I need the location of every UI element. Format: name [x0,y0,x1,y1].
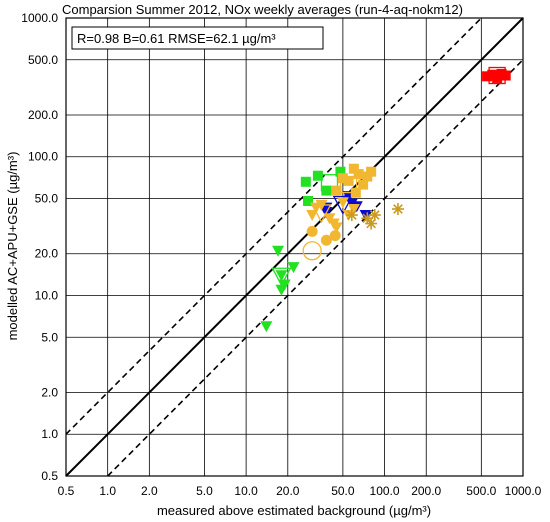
y-tick-label: 0.5 [41,469,58,483]
x-tick-label: 0.5 [58,484,75,498]
y-tick-label: 50.0 [35,192,59,206]
x-tick-labels: 0.5 1.0 2.0 5.0 10.0 20.0 50.0 100.0 200.0 500.0 1… [58,484,542,498]
y-tick-label: 500.0 [28,53,58,67]
marker-triangle [275,270,288,282]
y-tick-label: 10.0 [35,288,59,302]
x-tick-label: 5.0 [196,484,213,498]
plot-border [65,17,524,477]
marker-triangle-open [332,195,353,215]
marker-triangle [287,262,300,274]
marker-star [391,203,404,216]
plot-area [65,17,524,477]
y-tick-label: 5.0 [41,330,58,344]
marker-triangle [336,197,349,209]
star-stroke [369,210,380,220]
marker-square [343,175,354,186]
marker-square [348,163,359,174]
marker-square [303,195,314,206]
x-tick-label: 2.0 [141,484,158,498]
marker-circle [320,234,332,246]
marker-square [366,166,377,177]
marker-star [368,209,381,222]
y-tick-label: 100.0 [28,150,58,164]
marker-square-open [488,66,506,85]
stats-text: R=0.98 B=0.61 RMSE=62.1 µg/m³ [77,31,276,46]
marker-triangle [278,279,291,291]
marker-square [300,176,311,187]
marker-square [335,166,346,177]
y-tick-label: 2.0 [41,385,58,399]
x-tick-label: 500.0 [466,484,496,498]
y-tick-label: 20.0 [35,247,59,261]
data-points [260,66,511,333]
marker-square [358,179,369,190]
y-axis-label: modelled AC+APU+GSE (µg/m³) [5,152,20,341]
marker-square [353,169,364,180]
x-tick-label: 20.0 [276,484,300,498]
y-tick-label: 1000.0 [21,11,58,25]
marker-triangle [272,245,285,257]
marker-triangle [359,210,372,222]
star-stroke [393,204,403,214]
y-tick-labels: 0.5 1.0 2.0 5.0 10.0 20.0 50.0 100.0 200.0 500.0 1… [21,11,58,483]
marker-star [345,209,358,222]
x-tick-label: 1.0 [99,484,116,498]
star-stroke [346,210,357,220]
x-axis-label: measured above estimated background (µg/… [157,503,431,518]
x-tick-label: 200.0 [411,484,441,498]
chart-title: Comparsion Summer 2012, NOx weekly avera… [62,2,463,17]
marker-circle [329,230,341,242]
reference-line [65,17,524,477]
marker-triangle-open [311,204,332,224]
x-tick-label: 50.0 [331,484,355,498]
marker-triangle [306,210,319,222]
marker-square [312,170,323,181]
marker-square [337,173,348,184]
x-tick-label: 10.0 [234,484,258,498]
marker-circle-open [302,241,322,261]
x-tick-label: 1000.0 [505,484,542,498]
reference-line [107,59,524,477]
marker-triangle [260,321,273,333]
marker-triangle [347,204,360,216]
marker-triangle-open [271,267,292,287]
y-tick-label: 200.0 [28,108,58,122]
marker-circle [306,225,318,237]
marker-square-open [320,174,339,192]
marker-square [331,185,342,196]
marker-square-open [339,175,358,194]
marker-square [482,71,493,82]
y-tick-label: 1.0 [41,427,58,441]
marker-triangle [330,222,343,234]
x-tick-label: 100.0 [370,484,400,498]
stats-box: R=0.98 B=0.61 RMSE=62.1 µg/m³ [71,26,324,50]
reference-line [65,17,482,435]
